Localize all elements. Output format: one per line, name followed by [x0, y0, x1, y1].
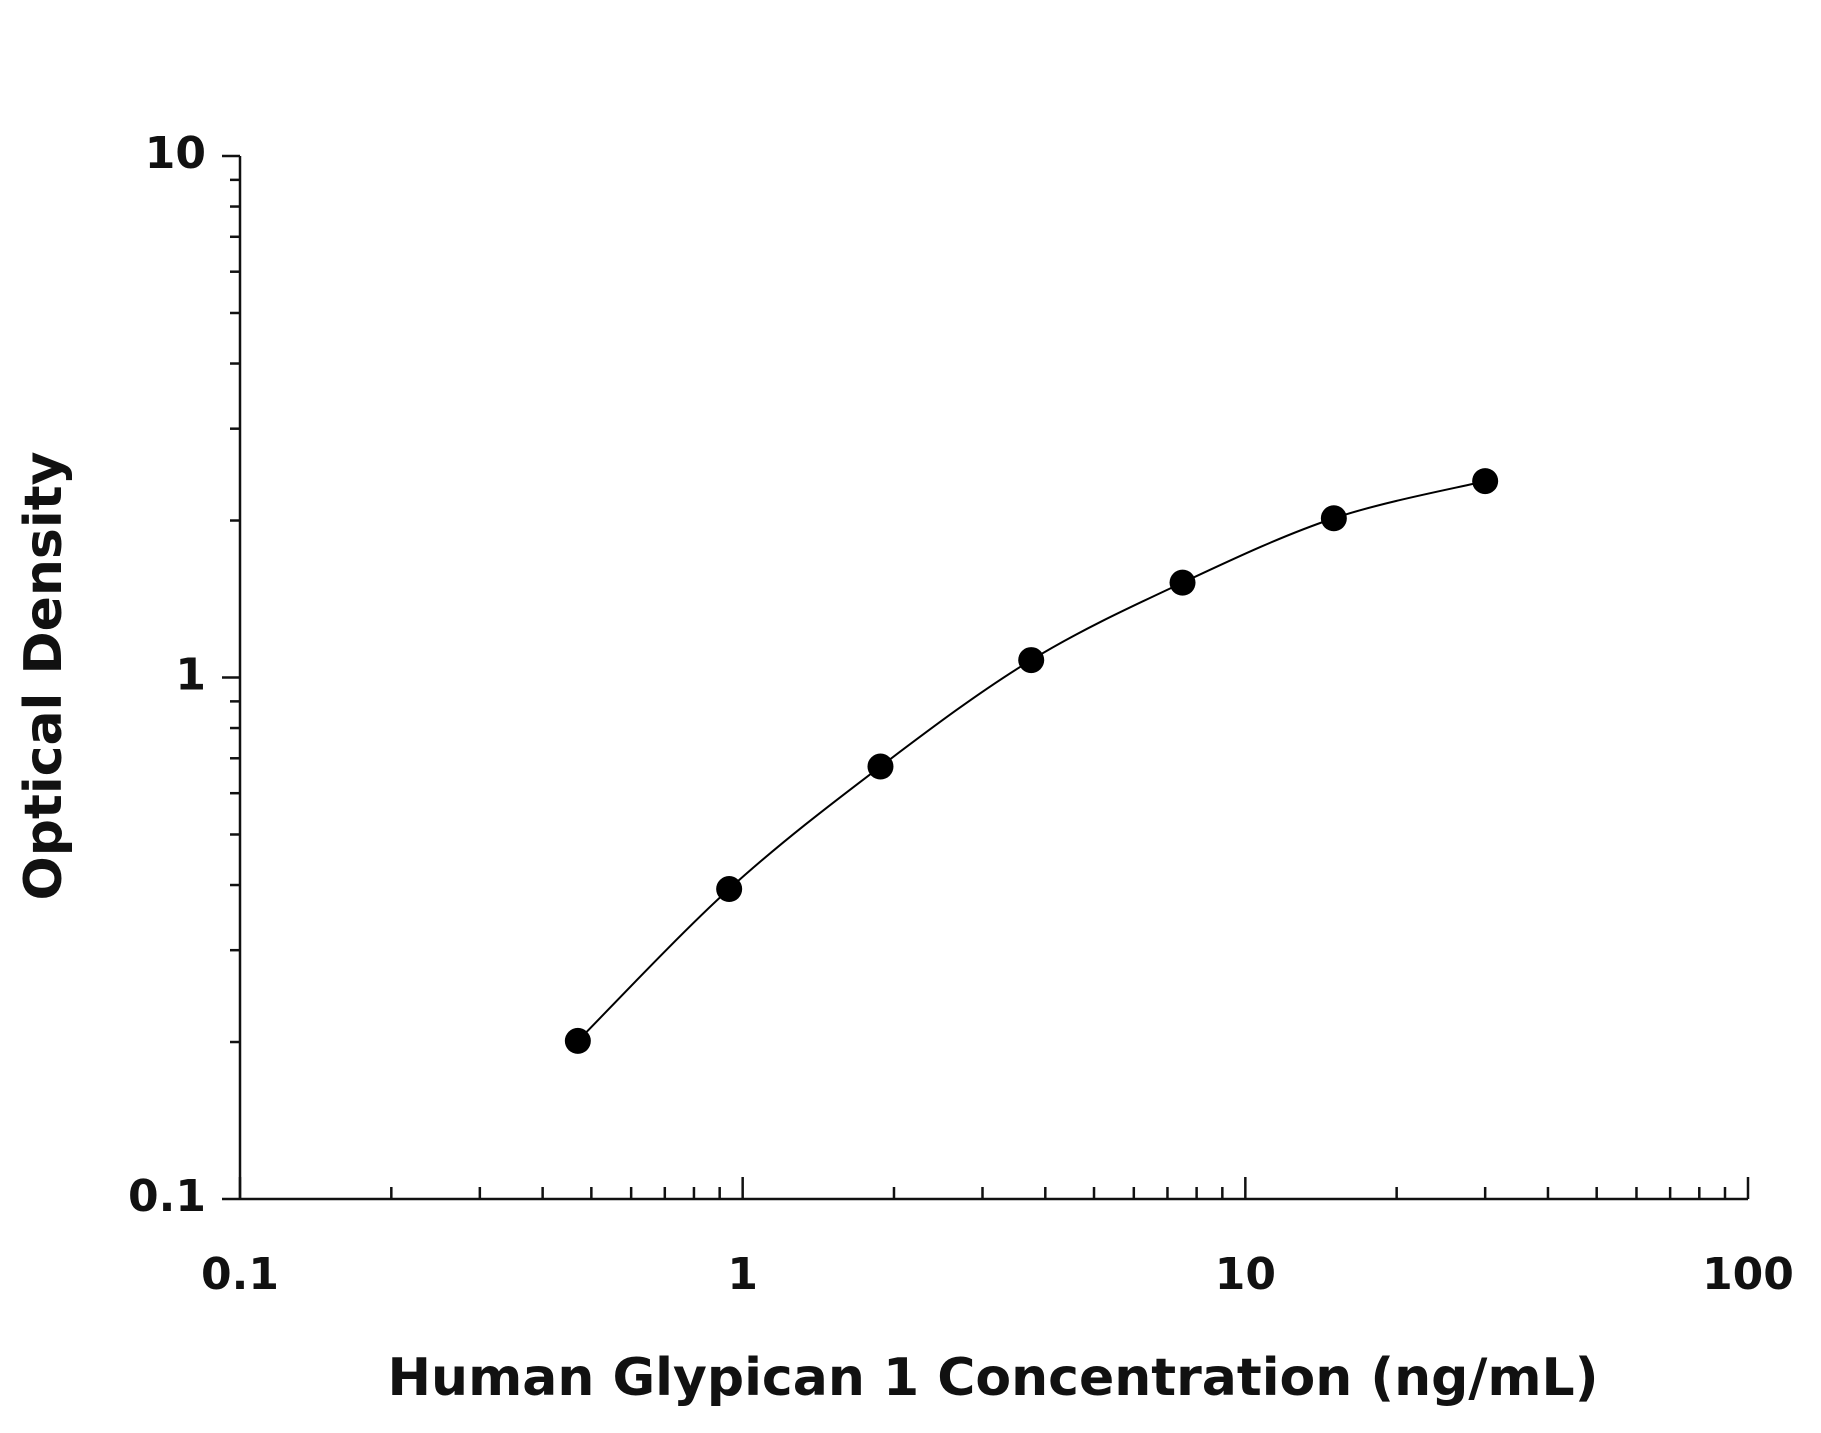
y-tick-label: 10: [145, 128, 206, 179]
data-point: [1320, 505, 1347, 532]
data-point: [1018, 647, 1045, 674]
y-tick-label: 0.1: [128, 1171, 206, 1222]
x-tick-label: 0.1: [201, 1249, 279, 1300]
curve: [577, 480, 1486, 1042]
y-axis-title: Optical Density: [14, 452, 74, 901]
x-tick-label: 10: [1215, 1249, 1276, 1300]
data-point: [1169, 569, 1196, 596]
x-tick-label: 1: [727, 1249, 758, 1300]
data-point: [716, 876, 743, 903]
data-point: [1472, 468, 1499, 495]
y-tick-label: 1: [175, 650, 206, 701]
x-axis-title: Human Glypican 1 Concentration (ng/mL): [388, 1348, 1599, 1408]
data-point: [867, 753, 894, 780]
x-tick-label: 100: [1702, 1249, 1794, 1300]
data-point: [564, 1027, 591, 1054]
